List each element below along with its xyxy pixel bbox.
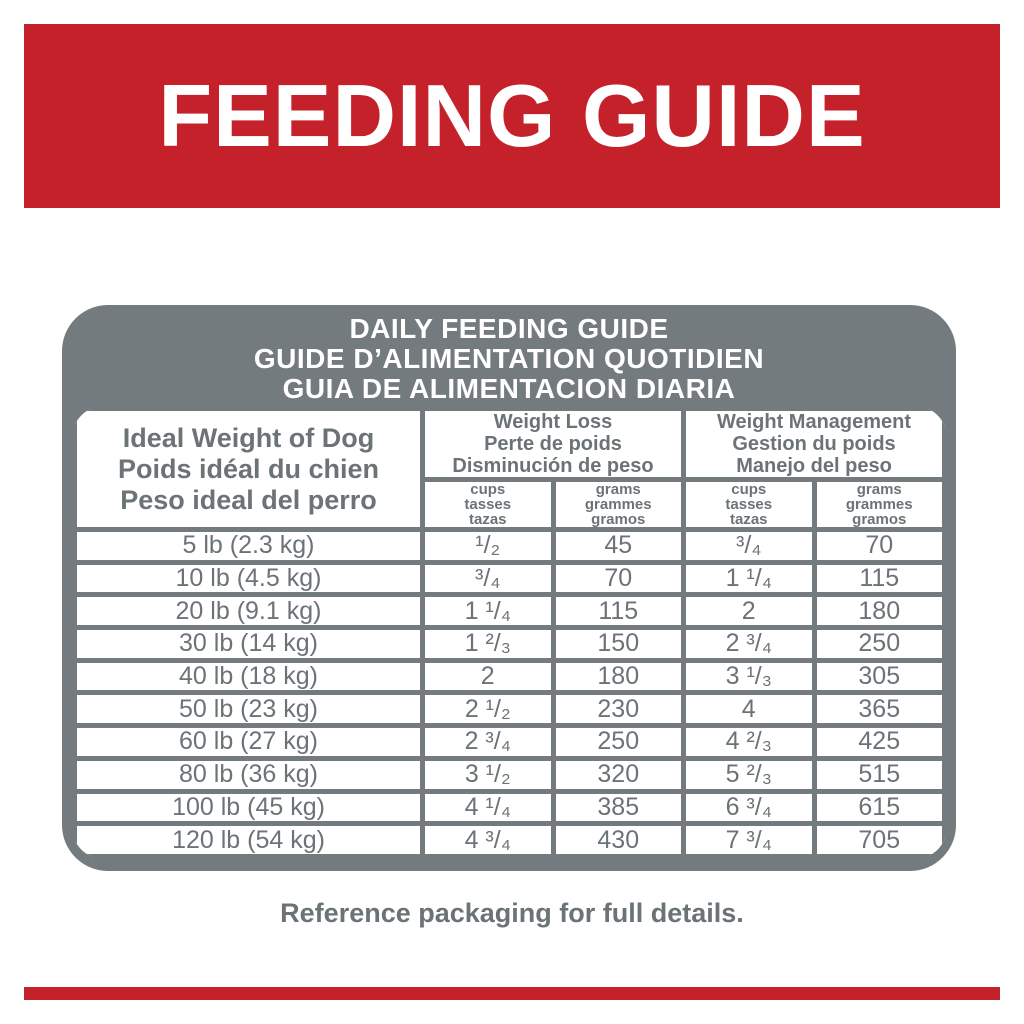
loss-cups-cell: 1 ²/₃ [420, 625, 556, 663]
banner-title: FEEDING GUIDE [158, 66, 866, 165]
weight-cell: 120 lb (54 kg) [72, 821, 425, 859]
weight-management-column-header: Weight Management Gestion du poids Manej… [681, 406, 947, 482]
mgmt-grams-cell: 250 [811, 625, 947, 663]
table-row: 30 lb (14 kg) 1 ²/₃ 150 2 ³/₄ 250 [72, 625, 947, 663]
mgmt-cups-cell: 4 ²/₃ [681, 723, 817, 761]
mgmt-cups-cell: 6 ³/₄ [681, 788, 817, 827]
weight-cell: 20 lb (9.1 kg) [72, 592, 425, 631]
table-row: 50 lb (23 kg) 2 ¹/₂ 230 4 365 [72, 690, 947, 729]
mgmt-grams-cell: 305 [811, 657, 947, 696]
weight-column-header: Ideal Weight of Dog Poids idéal du chien… [72, 406, 425, 532]
weight-cell: 40 lb (18 kg) [72, 657, 425, 696]
feeding-guide-banner: FEEDING GUIDE [24, 24, 1000, 208]
table-header-group-row: Ideal Weight of Dog Poids idéal du chien… [72, 406, 947, 532]
mgmt-grams-cell: 180 [811, 592, 947, 631]
table-header-sub-row: cups tasses tazas grams grammes gramos c… [75, 477, 947, 532]
loss-cups-cell: 1 ¹/₄ [420, 592, 556, 631]
loss-cups-cell: 4 ¹/₄ [420, 788, 556, 827]
bottom-red-bar [24, 987, 1000, 1000]
weight-cell: 30 lb (14 kg) [72, 625, 425, 663]
loss-grams-cell: 430 [550, 821, 686, 859]
mgmt-grams-cell: 365 [811, 690, 947, 729]
table-row: 20 lb (9.1 kg) 1 ¹/₄ 115 2 180 [72, 592, 947, 631]
mgmt-cups-cell: 7 ³/₄ [681, 821, 817, 859]
mgmt-grams-cell: 70 [811, 527, 947, 565]
table-row: 60 lb (27 kg) 2 ³/₄ 250 4 ²/₃ 425 [72, 723, 947, 761]
reference-note: Reference packaging for full details. [280, 898, 744, 928]
guide-title-fr: GUIDE D’ALIMENTATION QUOTIDIEN [253, 343, 765, 374]
mgmt-cups-cell: 3 ¹/₃ [681, 657, 817, 696]
mgmt-grams-cell: 615 [811, 788, 947, 827]
table-row: 5 lb (2.3 kg) ¹/₂ 45 ³/₄ 70 [72, 527, 947, 565]
mgmt-grams-cell: 115 [811, 559, 947, 598]
table-row: 40 lb (18 kg) 2 180 3 ¹/₃ 305 [72, 657, 947, 696]
mgmt-cups-cell: 2 [681, 592, 817, 631]
guide-title-es: GUIA DE ALIMENTACION DIARIA [282, 373, 736, 404]
mgmt-cups-cell: 4 [681, 690, 817, 729]
mgmt-cups-cell: 2 ³/₄ [681, 625, 817, 663]
loss-cups-cell: 2 ¹/₂ [420, 690, 556, 729]
loss-cups-cell: 2 [420, 657, 556, 696]
feeding-table: Ideal Weight of Dog Poids idéal du chien… [72, 406, 947, 859]
loss-cups-cell: ³/₄ [420, 559, 556, 598]
loss-grams-cell: 70 [550, 559, 686, 598]
mgmt-grams-cell: 515 [811, 755, 947, 794]
weight-cell: 5 lb (2.3 kg) [72, 527, 425, 565]
guide-title-en: DAILY FEEDING GUIDE [349, 313, 669, 344]
loss-grams-cell: 385 [550, 788, 686, 827]
table-row: 120 lb (54 kg) 4 ³/₄ 430 7 ³/₄ 705 [72, 821, 947, 859]
loss-cups-cell: 4 ³/₄ [420, 821, 556, 859]
loss-grams-cell: 150 [550, 625, 686, 663]
weight-cell: 100 lb (45 kg) [72, 788, 425, 827]
loss-grams-cell: 230 [550, 690, 686, 729]
loss-cups-cell: ¹/₂ [420, 527, 556, 565]
loss-grams-cell: 115 [550, 592, 686, 631]
weight-cell: 60 lb (27 kg) [72, 723, 425, 761]
weight-cell: 50 lb (23 kg) [72, 690, 425, 729]
weight-cell: 80 lb (36 kg) [72, 755, 425, 794]
loss-cups-cell: 2 ³/₄ [420, 723, 556, 761]
daily-feeding-guide-box: DAILY FEEDING GUIDE GUIDE D’ALIMENTATION… [62, 305, 956, 871]
mgmt-cups-header: cups tasses tazas [681, 477, 817, 532]
table-row: 80 lb (36 kg) 3 ¹/₂ 320 5 ²/₃ 515 [72, 755, 947, 794]
loss-grams-header: grams grammes gramos [550, 477, 686, 532]
mgmt-cups-cell: ³/₄ [681, 527, 817, 565]
table-row: 100 lb (45 kg) 4 ¹/₄ 385 6 ³/₄ 615 [72, 788, 947, 827]
mgmt-grams-cell: 705 [811, 821, 947, 859]
feeding-table-container: Ideal Weight of Dog Poids idéal du chien… [72, 406, 947, 859]
mgmt-grams-cell: 425 [811, 723, 947, 761]
loss-cups-header: cups tasses tazas [420, 477, 556, 532]
loss-grams-cell: 180 [550, 657, 686, 696]
loss-cups-cell: 3 ¹/₂ [420, 755, 556, 794]
weight-loss-column-header: Weight Loss Perte de poids Disminución d… [420, 406, 686, 482]
table-row: 10 lb (4.5 kg) ³/₄ 70 1 ¹/₄ 115 [72, 559, 947, 598]
mgmt-grams-header: grams grammes gramos [811, 477, 947, 532]
mgmt-cups-cell: 1 ¹/₄ [681, 559, 817, 598]
loss-grams-cell: 320 [550, 755, 686, 794]
loss-grams-cell: 250 [550, 723, 686, 761]
guide-title: DAILY FEEDING GUIDE GUIDE D’ALIMENTATION… [62, 305, 956, 404]
mgmt-cups-cell: 5 ²/₃ [681, 755, 817, 794]
loss-grams-cell: 45 [550, 527, 686, 565]
weight-cell: 10 lb (4.5 kg) [72, 559, 425, 598]
